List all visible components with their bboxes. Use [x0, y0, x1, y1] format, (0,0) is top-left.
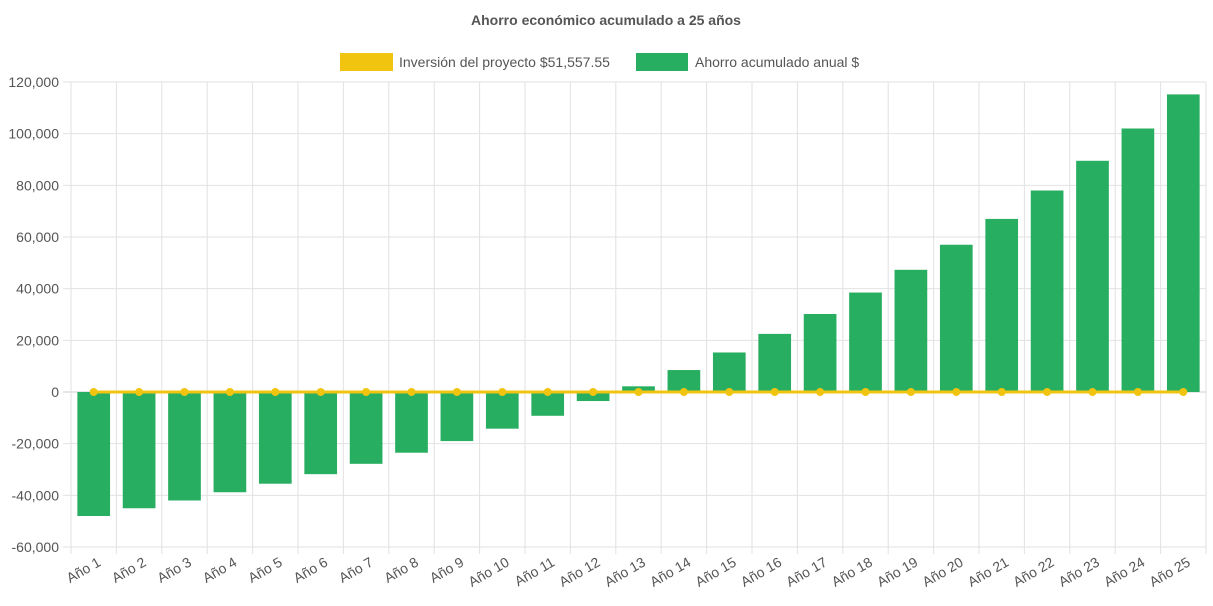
- investment-point[interactable]: [135, 388, 144, 396]
- x-tick-label: Año 1: [64, 554, 104, 586]
- x-tick-label: Año 2: [109, 554, 149, 586]
- x-tick-label: Año 12: [556, 554, 603, 590]
- bar-savings[interactable]: [77, 392, 111, 516]
- investment-point[interactable]: [679, 388, 688, 396]
- bar-savings[interactable]: [985, 218, 1019, 392]
- bar-savings[interactable]: [1076, 160, 1109, 392]
- bar-savings[interactable]: [1166, 94, 1200, 393]
- bar-savings[interactable]: [576, 392, 610, 402]
- investment-point[interactable]: [770, 388, 779, 396]
- grid: [63, 81, 1207, 554]
- bar-savings[interactable]: [939, 244, 973, 392]
- y-tick-label: 60,000: [16, 229, 59, 245]
- y-tick-label: 20,000: [16, 332, 59, 348]
- bar-savings[interactable]: [213, 392, 247, 493]
- y-tick-label: 80,000: [16, 177, 59, 193]
- bar-savings[interactable]: [440, 392, 474, 442]
- legend-item-savings[interactable]: Ahorro acumulado anual $: [636, 53, 859, 71]
- x-tick-label: Año 4: [200, 554, 240, 586]
- bar-savings[interactable]: [758, 333, 792, 392]
- y-axis: 120,000 100,000 80,000 60,000 40,000 20,000 0 -…: [8, 74, 59, 555]
- investment-point[interactable]: [180, 388, 189, 396]
- bar-savings[interactable]: [894, 269, 928, 392]
- y-tick-label: -20,000: [12, 436, 60, 452]
- x-axis: Año 1 Año 2 Año 3 Año 4 Año 5 Año 6 Año 7 Año 8…: [64, 554, 1193, 590]
- x-tick-label: Año 5: [245, 554, 285, 586]
- x-tick-label: Año 16: [738, 554, 785, 590]
- investment-point[interactable]: [316, 388, 325, 396]
- y-tick-label: 40,000: [16, 281, 59, 297]
- x-tick-label: Año 21: [965, 554, 1012, 590]
- investment-point[interactable]: [362, 388, 371, 396]
- investment-point[interactable]: [634, 388, 643, 396]
- bar-savings[interactable]: [1030, 190, 1064, 393]
- bar-savings[interactable]: [349, 392, 383, 464]
- x-tick-label: Año 8: [381, 554, 421, 586]
- investment-point[interactable]: [1043, 388, 1052, 396]
- chart-title: Ahorro económico acumulado a 25 años: [471, 12, 741, 28]
- bar-savings[interactable]: [258, 392, 292, 484]
- investment-point[interactable]: [543, 388, 552, 396]
- x-tick-label: Año 13: [602, 554, 649, 590]
- y-tick-label: 120,000: [8, 74, 59, 90]
- legend: Inversión del proyecto $51,557.55 Ahorro…: [340, 53, 859, 71]
- investment-point[interactable]: [906, 388, 915, 396]
- investment-point[interactable]: [816, 388, 825, 396]
- investment-point[interactable]: [225, 388, 234, 396]
- investment-point[interactable]: [89, 388, 98, 396]
- x-tick-label: Año 9: [427, 554, 467, 586]
- investment-point[interactable]: [1088, 388, 1097, 396]
- x-tick-label: Año 19: [874, 554, 921, 590]
- y-tick-label: 0: [51, 384, 59, 400]
- investment-point[interactable]: [589, 388, 598, 396]
- investment-point[interactable]: [952, 388, 961, 396]
- bar-savings[interactable]: [667, 370, 701, 392]
- x-tick-label: Año 3: [154, 554, 194, 586]
- bar-savings[interactable]: [531, 392, 565, 416]
- x-tick-label: Año 15: [692, 554, 739, 590]
- investment-point[interactable]: [725, 388, 734, 396]
- bar-savings[interactable]: [485, 392, 519, 429]
- bar-savings[interactable]: [849, 292, 882, 392]
- bar-savings[interactable]: [395, 392, 428, 453]
- x-tick-label: Año 20: [919, 554, 966, 590]
- investment-point[interactable]: [1133, 388, 1142, 396]
- x-tick-label: Año 18: [829, 554, 876, 590]
- investment-point[interactable]: [271, 388, 280, 396]
- x-tick-label: Año 24: [1101, 554, 1148, 590]
- investment-point[interactable]: [997, 388, 1006, 396]
- y-tick-label: -40,000: [12, 487, 60, 503]
- bars: [77, 94, 1200, 516]
- x-tick-label: Año 7: [336, 554, 376, 586]
- x-tick-label: Año 10: [465, 554, 512, 590]
- bar-savings[interactable]: [168, 392, 201, 501]
- x-tick-label: Año 6: [291, 554, 331, 586]
- x-tick-label: Año 14: [647, 554, 694, 590]
- legend-label-savings: Ahorro acumulado anual $: [695, 54, 859, 70]
- investment-point[interactable]: [407, 388, 416, 396]
- investment-line: [89, 388, 1188, 396]
- investment-point[interactable]: [1179, 388, 1188, 396]
- x-tick-label: Año 25: [1146, 554, 1193, 590]
- y-tick-label: 100,000: [8, 126, 59, 142]
- legend-item-investment[interactable]: Inversión del proyecto $51,557.55: [340, 53, 610, 71]
- investment-point[interactable]: [498, 388, 507, 396]
- bar-savings[interactable]: [122, 392, 156, 509]
- investment-point[interactable]: [452, 388, 461, 396]
- x-tick-label: Año 11: [512, 554, 558, 590]
- bar-savings[interactable]: [1121, 128, 1155, 393]
- legend-swatch-investment: [340, 53, 393, 71]
- investment-point[interactable]: [861, 388, 870, 396]
- bar-savings[interactable]: [712, 352, 746, 392]
- bar-savings[interactable]: [803, 313, 837, 392]
- x-tick-label: Año 22: [1010, 554, 1057, 590]
- legend-label-investment: Inversión del proyecto $51,557.55: [399, 54, 610, 70]
- y-tick-label: -60,000: [12, 539, 60, 555]
- x-tick-label: Año 23: [1056, 554, 1103, 590]
- bar-savings[interactable]: [304, 392, 338, 475]
- legend-swatch-savings: [636, 53, 688, 71]
- x-tick-label: Año 17: [783, 554, 830, 590]
